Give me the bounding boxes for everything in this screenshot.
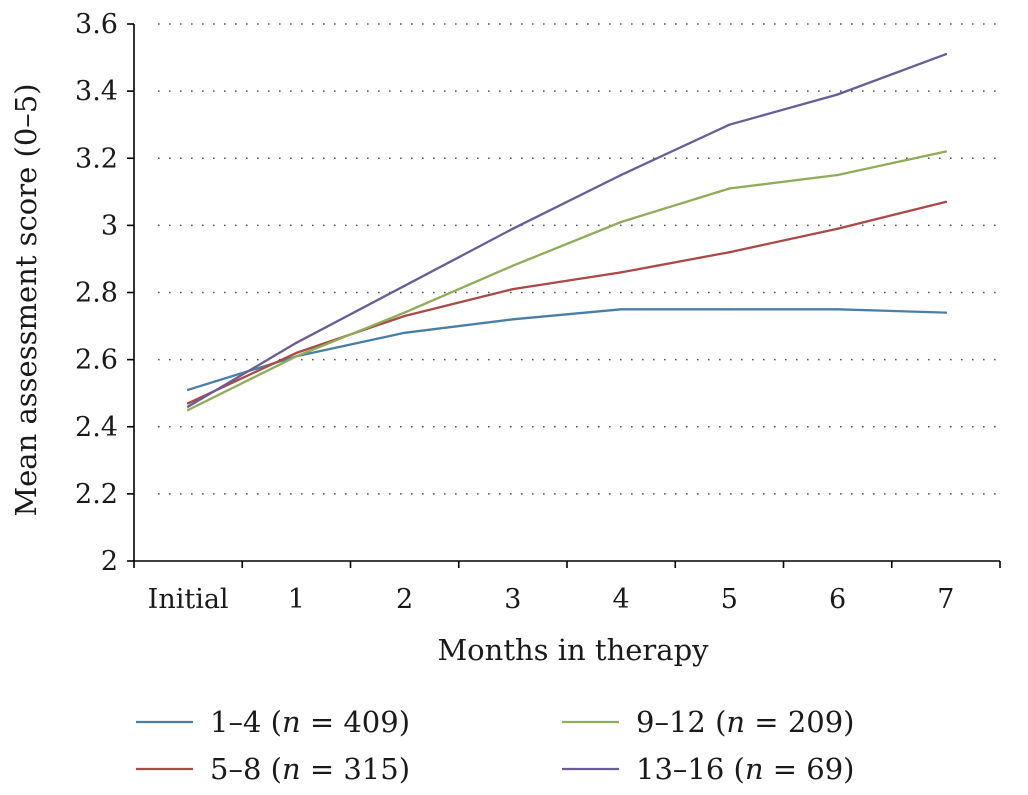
data-point [619,220,623,224]
y-tick-label: 2.8 [75,278,118,309]
axes [127,23,1001,568]
series-line [186,150,948,412]
legend-item: 5–8 (n = 315) [136,752,410,786]
y-tick-label: 2.4 [75,412,118,443]
x-tick-label: 2 [396,584,413,615]
series-group [186,308,948,392]
legend-label: 5–8 (n = 315) [210,752,410,786]
data-point [728,308,731,311]
gridlines [158,23,996,495]
series-lines [186,53,948,412]
y-tick-label: 3.2 [75,143,118,174]
data-point [728,251,731,254]
data-point [403,331,406,334]
y-axis-title: Mean assessment score (0–5) [9,83,43,516]
data-point [295,341,298,345]
legend-label: 13–16 (n = 69) [636,752,854,786]
series-line [186,200,948,405]
data-point [295,355,298,358]
series-group [186,53,948,408]
data-point [836,227,839,230]
data-point [403,311,406,314]
data-point [511,264,515,267]
legend: 1–4 (n = 409) 5–8 (n = 315) 9–12 (n = 209)… [136,705,854,786]
legend-item: 13–16 (n = 69) [562,752,854,786]
legend-label: 1–4 (n = 409) [210,705,410,739]
series-group [186,200,948,405]
data-point [619,308,623,311]
x-tick-label: 6 [829,584,846,615]
data-point [295,351,298,355]
data-point [944,311,948,314]
data-point [403,314,406,318]
data-point [186,405,190,408]
x-tick-label: 3 [504,584,521,615]
legend-label: 9–12 (n = 209) [636,705,854,739]
data-point [836,173,839,177]
data-point [511,318,515,321]
x-tick-label: 4 [613,584,630,615]
legend-item: 9–12 (n = 209) [562,705,854,739]
y-tick-label: 2 [101,546,118,577]
data-point [728,123,731,126]
x-tick-label: Initial [148,584,229,615]
data-point [186,402,190,405]
y-tick-labels: 2 2.2 2.4 2.6 2.8 3 3.2 3.4 3.6 [75,9,118,577]
series-line [186,53,948,408]
data-point [944,53,948,56]
data-point [944,200,948,204]
y-tick-label: 3.4 [75,76,118,107]
x-tick-label: 1 [288,584,305,615]
x-tick-label: 7 [937,584,954,615]
x-tick-label: 5 [721,584,738,615]
legend-item: 1–4 (n = 409) [136,705,410,739]
x-tick-labels: Initial 1 2 3 4 5 6 7 [148,584,955,615]
x-axis-title: Months in therapy [437,633,709,667]
data-point [186,408,190,412]
y-tick-label: 2.2 [75,479,118,510]
series-line [186,308,948,391]
data-point [619,271,623,274]
data-point [728,187,731,190]
data-point [836,93,839,96]
y-tick-label: 2.6 [75,345,118,376]
data-point [619,173,623,177]
y-tick-label: 3 [101,210,118,241]
data-point [403,284,406,287]
series-group [186,150,948,412]
data-point [511,287,515,291]
y-tick-label: 3.6 [75,9,118,40]
data-point [186,388,190,392]
data-point [836,308,839,311]
data-point [944,150,948,153]
data-point [511,227,515,230]
